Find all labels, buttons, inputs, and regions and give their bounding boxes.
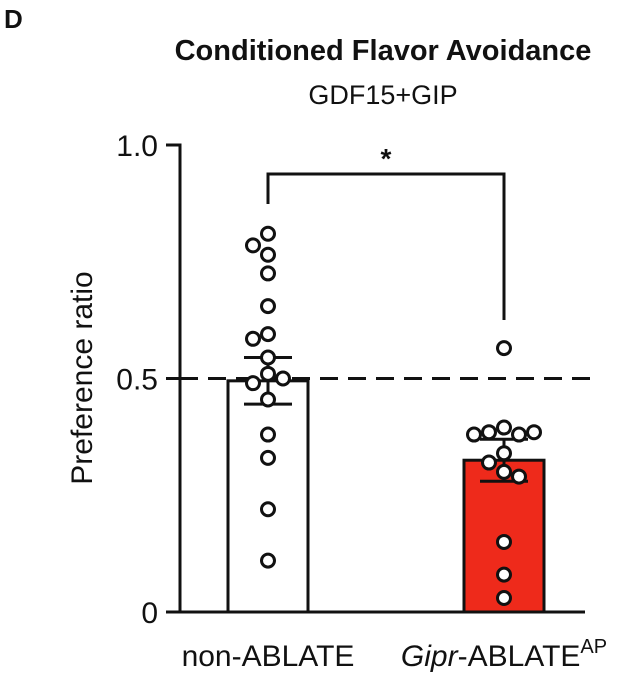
data-point <box>245 237 261 254</box>
data-point <box>260 365 276 382</box>
y-tick-label: 0 <box>141 597 158 630</box>
data-point <box>260 298 276 315</box>
y-axis-ticks: 0 0.5 1.0 <box>116 130 180 630</box>
data-point <box>275 370 291 387</box>
data-point <box>260 501 276 518</box>
chart-subtitle: GDF15+GIP <box>308 80 457 110</box>
chart-title: Conditioned Flavor Avoidance <box>175 35 592 67</box>
significance-star: * <box>381 143 392 174</box>
data-point <box>466 426 482 443</box>
x-category-superscript: AP <box>580 636 607 658</box>
x-category-label-non-ablate: non-ABLATE <box>182 640 355 673</box>
data-point <box>260 349 276 366</box>
bar-0 <box>226 379 310 614</box>
data-point <box>511 426 527 443</box>
data-point <box>260 552 276 569</box>
y-axis-label: Preference ratio <box>66 271 99 484</box>
x-category-text: -ABLATE <box>458 640 581 673</box>
data-point <box>496 340 512 357</box>
data-point <box>496 533 512 550</box>
x-category-label-gipr-ablate: Gipr-ABLATEAP <box>401 636 607 673</box>
data-point <box>496 445 512 462</box>
data-point <box>260 265 276 282</box>
data-point <box>481 424 497 441</box>
data-point <box>496 463 512 480</box>
data-point <box>496 419 512 436</box>
data-point <box>481 454 497 471</box>
x-category-italic-text: Gipr <box>401 640 459 673</box>
data-points-layer <box>245 225 542 606</box>
data-point <box>496 566 512 583</box>
panel-label: D <box>4 4 23 34</box>
data-point <box>260 391 276 408</box>
data-point <box>260 449 276 466</box>
x-category-text: non-ABLATE <box>182 640 355 673</box>
data-point <box>496 589 512 606</box>
data-point <box>511 468 527 485</box>
data-point <box>260 426 276 443</box>
data-point <box>260 246 276 263</box>
data-point <box>526 424 542 441</box>
y-tick-label: 1.0 <box>116 130 158 163</box>
data-point <box>260 326 276 343</box>
data-point <box>245 330 261 347</box>
y-tick-label: 0.5 <box>116 364 158 397</box>
data-point <box>260 225 276 242</box>
data-point <box>245 375 261 392</box>
significance-bracket: * <box>266 143 506 320</box>
